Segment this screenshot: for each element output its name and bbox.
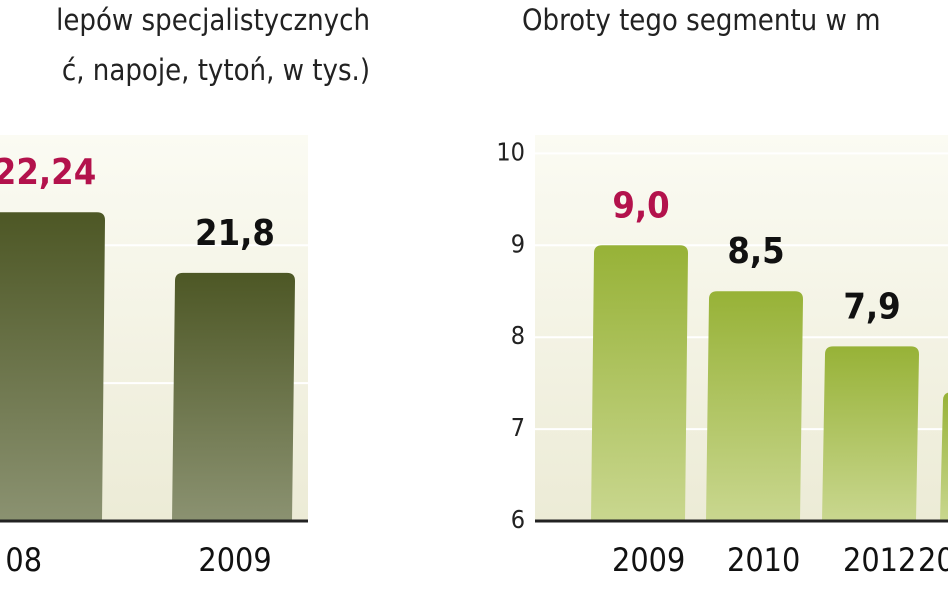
value-label: 21,8 (195, 213, 275, 254)
chart-title: Obroty tego segmentu w m (522, 3, 881, 37)
value-label: 9,0 (612, 185, 669, 226)
value-label: 8,5 (727, 231, 784, 272)
x-tick-label: 08 (5, 541, 42, 579)
bar (706, 291, 803, 521)
bar (172, 272, 295, 521)
value-label: 7,9 (843, 286, 900, 327)
y-tick-label: 8 (511, 321, 525, 350)
y-tick-label: 10 (496, 137, 525, 166)
x-tick-label: 20 (918, 541, 948, 579)
y-tick-label: 6 (511, 505, 525, 534)
x-tick-label: 2010 (727, 541, 800, 579)
value-label: 22,24 (0, 152, 96, 193)
y-tick-label: 9 (511, 229, 525, 258)
x-tick-label: 2009 (198, 541, 271, 579)
bar (940, 392, 948, 521)
chart-title: lepów specjalistycznych (56, 3, 370, 37)
x-tick-label: 2012 (843, 541, 916, 579)
bar (0, 212, 105, 521)
bar (591, 245, 688, 522)
chart-title: ć, napoje, tytoń, w tys.) (62, 53, 370, 87)
bar (822, 346, 919, 521)
y-tick-label: 7 (511, 413, 525, 442)
x-tick-label: 2009 (612, 541, 685, 579)
